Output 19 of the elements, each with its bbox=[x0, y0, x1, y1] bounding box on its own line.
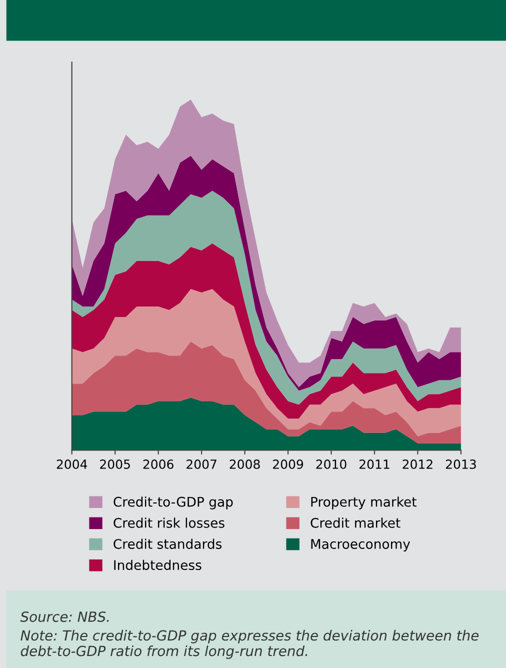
x-tick-label: 2004 bbox=[56, 459, 88, 469]
legend-label: Indebtedness bbox=[114, 560, 202, 570]
x-tick-label: 2007 bbox=[186, 459, 216, 469]
legend-label: Credit-to-GDP gap bbox=[114, 496, 233, 510]
x-tick-label: 2011 bbox=[360, 459, 390, 469]
x-tick-label: 2009 bbox=[273, 459, 304, 469]
legend-label: Credit standards bbox=[114, 538, 222, 549]
x-tick-label: 2008 bbox=[230, 459, 260, 469]
legend-label: Macroeconomy bbox=[311, 539, 410, 552]
legend-label: Credit risk losses bbox=[114, 518, 224, 528]
x-tick-label: 2013 bbox=[446, 459, 476, 469]
x-tick-label: 2005 bbox=[100, 459, 130, 469]
x-tick-label: 2012 bbox=[402, 459, 432, 469]
legend-label: Credit market bbox=[310, 518, 400, 528]
source-note: Source: NBS. bbox=[20, 611, 109, 622]
x-tick-label: 2006 bbox=[143, 459, 174, 469]
x-tick-label: 2010 bbox=[316, 459, 346, 469]
text: Note: The credit-to-GDP gap expresses the deviation between the debt-to-GDP ratio from its long-run trend. bbox=[20, 630, 479, 659]
legend-label: Property market bbox=[311, 496, 417, 510]
